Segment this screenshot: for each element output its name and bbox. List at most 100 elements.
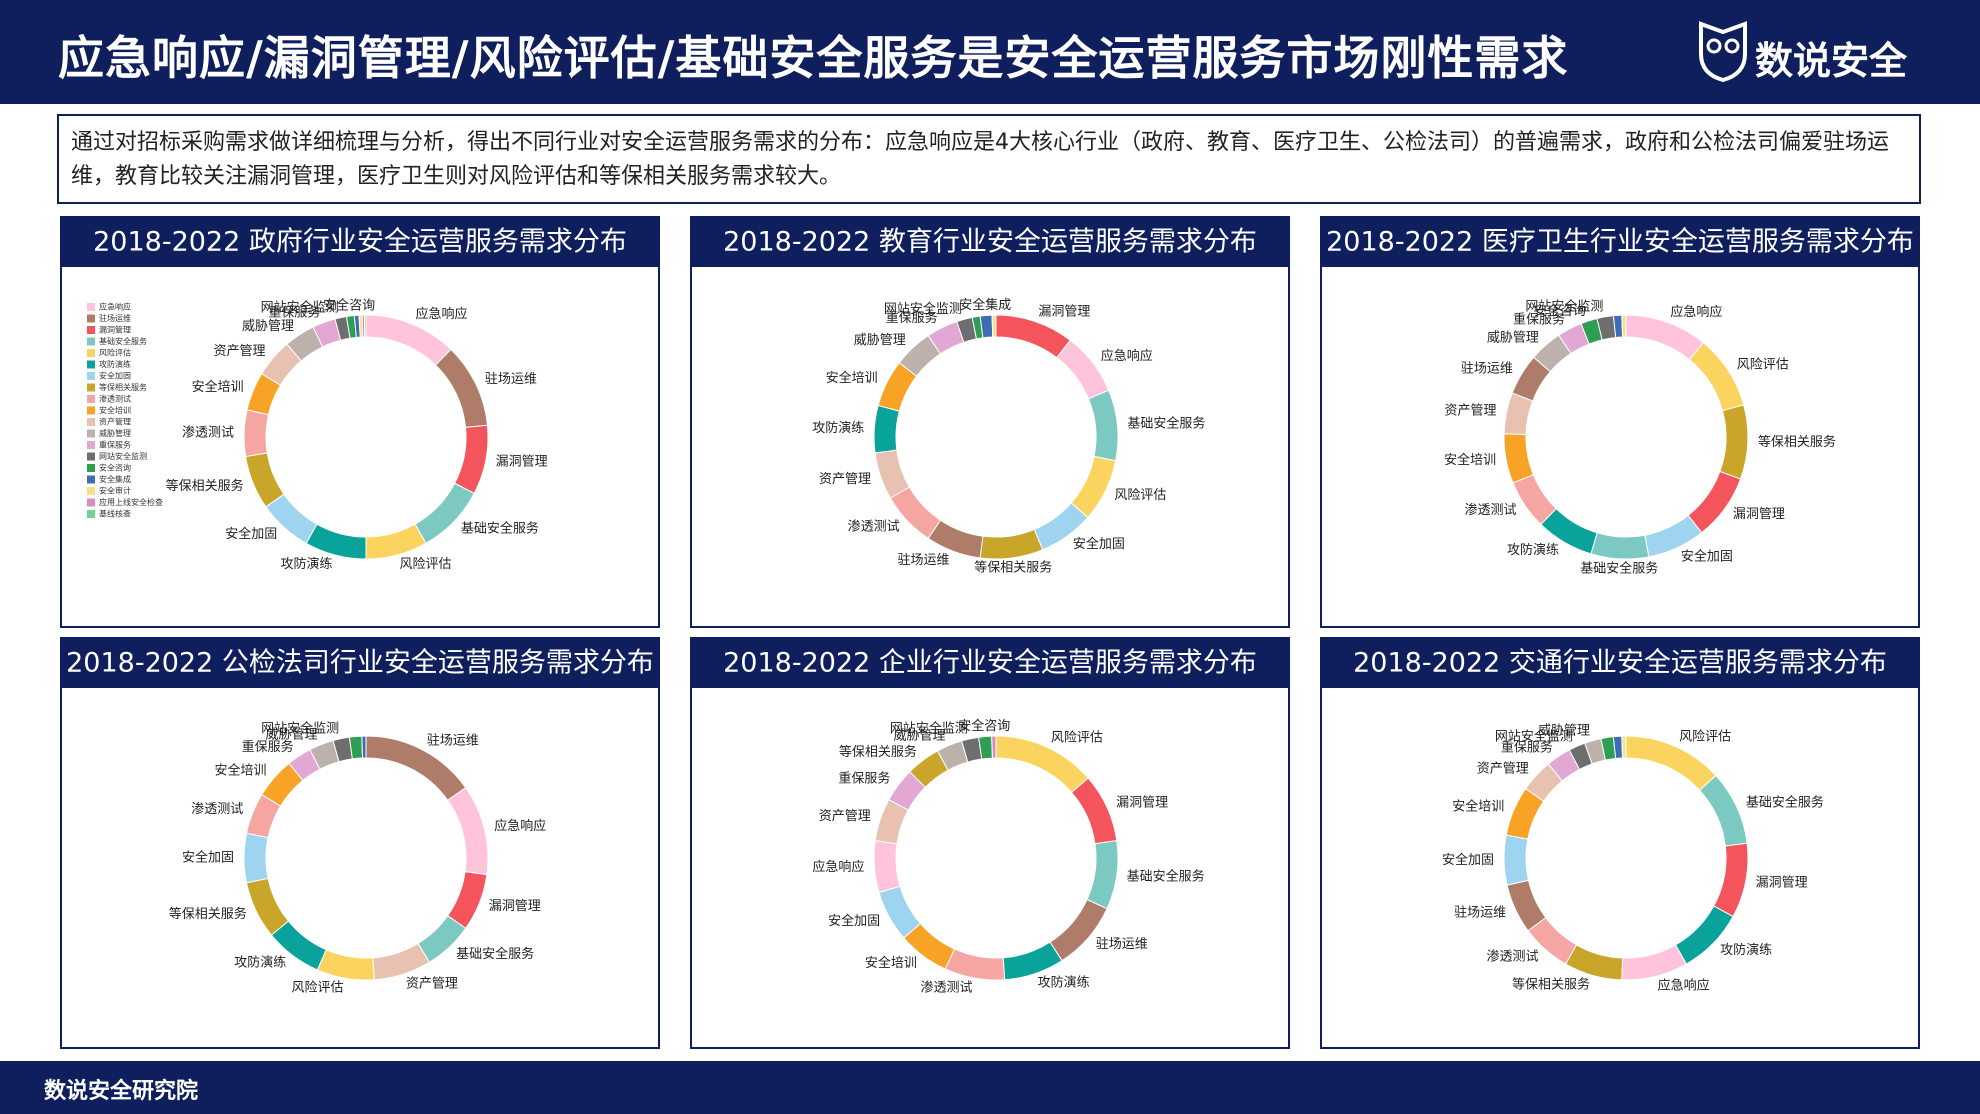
legend-label: 漏洞管理 — [99, 325, 131, 335]
legend-label: 基线核查 — [99, 509, 131, 519]
legend-label: 安全集成 — [99, 474, 131, 484]
segment-label: 资产管理 — [1445, 404, 1497, 419]
segment-label: 等保相关服务 — [1512, 976, 1590, 992]
legend-label: 渗透测试 — [99, 394, 131, 404]
segment-label: 渗透测试 — [921, 980, 973, 995]
segment-label: 应急响应 — [1101, 348, 1153, 364]
legend-label: 威胁管理 — [99, 428, 131, 438]
segment-label: 基础安全服务 — [461, 520, 539, 536]
legend-label: 基础安全服务 — [99, 336, 147, 346]
legend-swatch — [87, 337, 95, 346]
donut-segment — [873, 840, 901, 893]
segment-label: 网站安全监测 — [1525, 298, 1603, 314]
legend-swatch — [87, 487, 95, 495]
segment-label: 威胁管理 — [854, 333, 906, 348]
segment-label: 攻防演练 — [234, 955, 286, 971]
segment-label: 风险评估 — [1114, 488, 1166, 503]
segment-label: 漏洞管理 — [1116, 795, 1168, 811]
page-title: 应急响应/漏洞管理/风险评估/基础安全服务是安全运营服务市场刚性需求 — [58, 31, 1569, 85]
legend-swatch — [87, 372, 95, 380]
donut-segment — [1621, 735, 1627, 759]
segment-label: 网站安全监测 — [261, 720, 339, 736]
panel-header — [691, 638, 1289, 688]
logo — [1699, 21, 1747, 83]
segment-label: 漏洞管理 — [1756, 874, 1808, 890]
segment-label: 等保相关服务 — [1758, 434, 1836, 450]
legend-swatch — [87, 498, 95, 507]
segment-label: 安全咨询 — [1534, 303, 1586, 319]
segment-label: 资产管理 — [819, 809, 871, 824]
header: 应急响应/漏洞管理/风险评估/基础安全服务是安全运营服务市场刚性需求 数说安全 — [0, 0, 1980, 104]
legend-swatch — [87, 395, 95, 403]
panel — [1320, 637, 1920, 1049]
legend-swatch — [87, 406, 95, 415]
segment-label: 等保相关服务 — [974, 559, 1052, 575]
segment-label: 应急响应 — [416, 306, 468, 322]
legend-label: 应急响应 — [99, 302, 131, 312]
segment-label: 渗透测试 — [1464, 503, 1516, 518]
segment-label: 资产管理 — [213, 344, 265, 359]
donut-segment — [363, 314, 367, 338]
segment-label: 威胁管理 — [893, 729, 945, 744]
panel-title: 2018-2022 政府行业安全运营服务需求分布 — [93, 227, 627, 258]
legend-swatch — [87, 510, 95, 518]
segment-label: 风险评估 — [1679, 730, 1731, 745]
segment-label: 威胁管理 — [1538, 724, 1590, 739]
panel-header — [1321, 638, 1919, 688]
segment-label: 风险评估 — [399, 557, 451, 572]
legend-label: 风险评估 — [99, 348, 131, 358]
legend-label: 安全加固 — [99, 371, 131, 381]
legend-swatch — [87, 360, 95, 369]
segment-label: 驻场运维 — [897, 553, 949, 568]
legend-swatch — [87, 418, 95, 426]
segment-label: 渗透测试 — [191, 802, 243, 817]
segment-label: 驻场运维 — [1461, 362, 1513, 377]
legend-swatch — [87, 314, 95, 323]
segment-label: 威胁管理 — [266, 728, 318, 743]
segment-label: 网站安全监测 — [1495, 729, 1573, 745]
segment-label: 资产管理 — [1477, 761, 1529, 776]
footer-text: 数说安全研究院 — [44, 1079, 199, 1104]
segment-label: 基础安全服务 — [1127, 416, 1205, 432]
legend-label: 驻场运维 — [99, 313, 131, 323]
segment-label: 安全培训 — [1444, 452, 1496, 468]
segment-label: 重保服务 — [1501, 740, 1553, 756]
segment-label: 应急响应 — [494, 818, 546, 834]
legend-swatch — [87, 429, 95, 438]
segment-label: 等保相关服务 — [169, 906, 247, 922]
panel — [690, 637, 1290, 1049]
segment-label: 重保服务 — [886, 310, 938, 326]
description: 通过对招标采购需求做详细梳理与分析，得出不同行业对安全运营服务需求的分布：应急响… — [57, 114, 1921, 204]
legend-label: 安全审计 — [99, 486, 131, 496]
legend-label: 安全咨询 — [99, 463, 131, 473]
segment-label: 安全咨询 — [958, 718, 1010, 734]
segment-label: 渗透测试 — [848, 520, 900, 535]
panel-header — [61, 217, 659, 267]
legend-label: 资产管理 — [99, 417, 131, 427]
segment-label: 安全加固 — [1073, 536, 1125, 552]
segment-label: 应急响应 — [812, 859, 864, 875]
segment-label: 威胁管理 — [242, 319, 294, 334]
segment-label: 攻防演练 — [812, 420, 864, 436]
segment-label: 安全加固 — [828, 913, 880, 929]
panel — [60, 216, 660, 628]
segment-label: 重保服务 — [838, 770, 890, 786]
panel-title: 2018-2022 公检法司行业安全运营服务需求分布 — [66, 648, 654, 679]
donut-segment — [361, 735, 367, 759]
segment-label: 安全加固 — [1442, 852, 1494, 868]
legend-swatch — [87, 383, 95, 392]
segment-label: 驻场运维 — [485, 372, 537, 387]
segment-label: 驻场运维 — [427, 733, 479, 748]
segment-label: 攻防演练 — [1038, 975, 1090, 991]
segment-label: 漏洞管理 — [489, 898, 541, 914]
panel-title: 2018-2022 教育行业安全运营服务需求分布 — [723, 227, 1257, 258]
segment-label: 安全培训 — [214, 763, 266, 779]
segment-label: 等保相关服务 — [166, 478, 244, 494]
segment-label: 安全加固 — [1681, 549, 1733, 565]
segment-label: 驻场运维 — [1096, 937, 1148, 952]
panel-header — [61, 638, 659, 688]
segment-label: 渗透测试 — [1486, 949, 1538, 964]
segment-label: 网站安全监测 — [884, 301, 962, 317]
